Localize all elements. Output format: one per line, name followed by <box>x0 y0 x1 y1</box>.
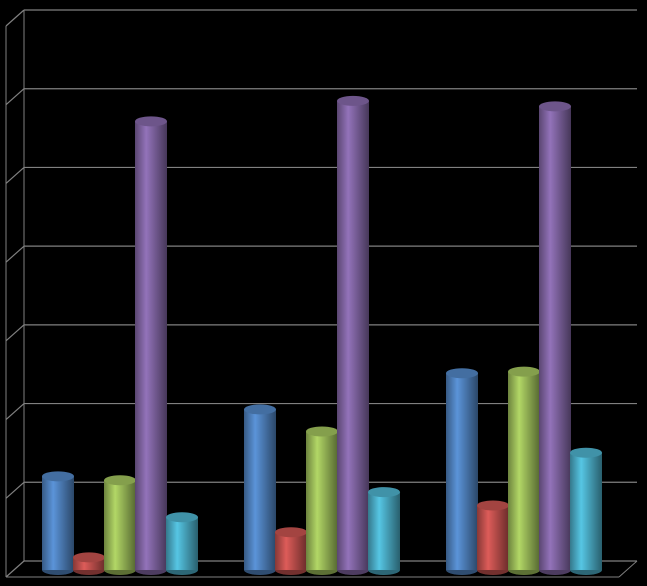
bar-body <box>539 106 571 570</box>
bar-top <box>368 487 400 498</box>
bar <box>446 368 478 575</box>
bar <box>73 552 105 575</box>
bar-body <box>446 373 478 570</box>
bar-body <box>508 371 540 570</box>
bar-body <box>104 480 136 570</box>
grid-line-side <box>5 403 25 421</box>
bar-body <box>166 517 198 570</box>
bar-body <box>244 409 276 570</box>
bar-top <box>570 447 602 458</box>
bar-body <box>306 431 338 570</box>
bar-body <box>42 476 74 570</box>
bar <box>570 447 602 575</box>
bar <box>135 116 167 575</box>
bar <box>244 404 276 575</box>
bar <box>539 101 571 575</box>
bar-body <box>368 492 400 570</box>
grid-line-side <box>5 9 25 27</box>
bar <box>477 500 509 575</box>
bar <box>306 426 338 575</box>
grid-line-side <box>5 245 25 263</box>
bar <box>275 527 307 575</box>
bar-top <box>275 527 307 538</box>
bar-top <box>73 552 105 563</box>
bar-top <box>244 404 276 415</box>
bar-top <box>166 512 198 523</box>
bar <box>337 95 369 575</box>
bar <box>166 512 198 575</box>
bar-body <box>477 505 509 570</box>
bar <box>104 475 136 575</box>
bar-top <box>539 101 571 112</box>
grid-line-side <box>5 481 25 499</box>
grid-line-side <box>5 88 25 106</box>
bar-top <box>508 366 540 377</box>
grid-line-side <box>5 324 25 342</box>
bar-top <box>446 368 478 379</box>
bar <box>368 487 400 575</box>
bar-top <box>104 475 136 486</box>
bar <box>42 471 74 575</box>
bar-top <box>337 95 369 106</box>
bar-top <box>477 500 509 511</box>
bar-body <box>135 121 167 570</box>
bar-top <box>306 426 338 437</box>
bar-body <box>337 100 369 570</box>
bar-top <box>135 116 167 127</box>
bar <box>508 366 540 575</box>
grid-line-side <box>5 560 25 578</box>
bar-top <box>42 471 74 482</box>
bar-body <box>570 452 602 570</box>
bar-body <box>275 532 307 570</box>
grid-line-side <box>5 166 25 184</box>
floor-edge <box>618 560 638 578</box>
